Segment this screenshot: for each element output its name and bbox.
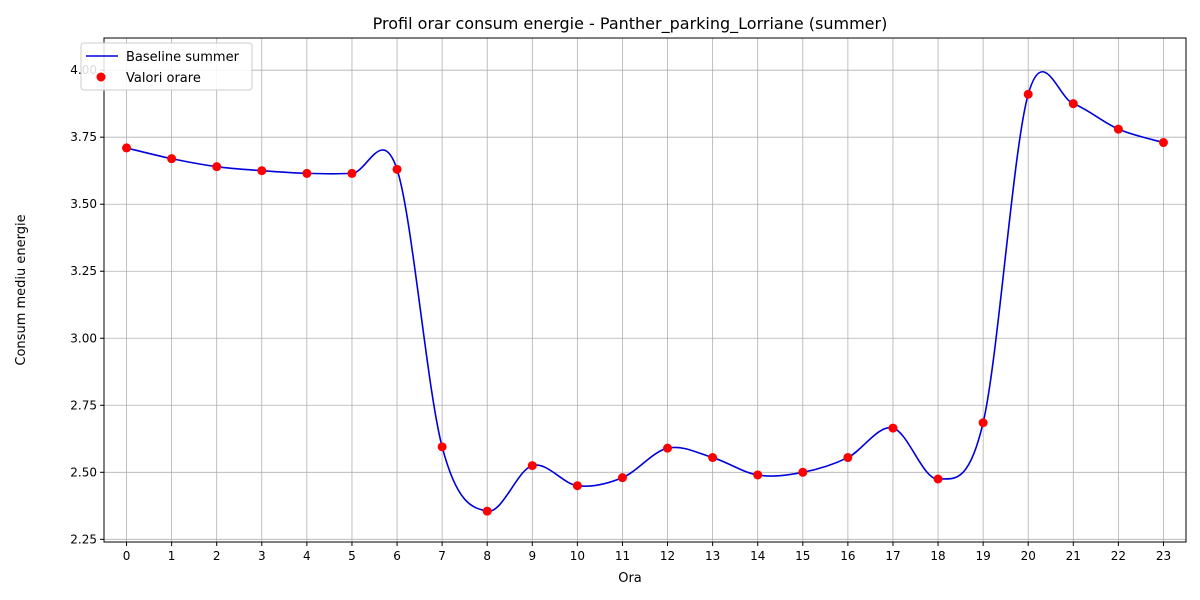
data-point bbox=[572, 481, 582, 491]
data-point bbox=[1113, 124, 1123, 134]
data-point bbox=[347, 168, 357, 178]
legend-label-baseline: Baseline summer bbox=[126, 50, 240, 65]
x-tick-label: 0 bbox=[123, 549, 131, 563]
x-tick-label: 2 bbox=[213, 549, 221, 563]
legend-label-points: Valori orare bbox=[126, 71, 201, 86]
data-point bbox=[663, 443, 673, 453]
data-point bbox=[482, 506, 492, 516]
y-axis-title: Consum mediu energie bbox=[14, 214, 29, 365]
data-point bbox=[302, 168, 312, 178]
x-tick-label: 16 bbox=[840, 549, 855, 563]
data-point bbox=[888, 423, 898, 433]
x-tick-label: 17 bbox=[885, 549, 900, 563]
x-tick-label: 10 bbox=[570, 549, 585, 563]
x-tick-label: 21 bbox=[1066, 549, 1081, 563]
x-tick-label: 4 bbox=[303, 549, 311, 563]
data-point bbox=[798, 467, 808, 477]
data-point bbox=[843, 453, 853, 463]
data-point bbox=[1023, 89, 1033, 99]
x-tick-label: 3 bbox=[258, 549, 266, 563]
x-tick-label: 20 bbox=[1021, 549, 1036, 563]
x-tick-label: 1 bbox=[168, 549, 176, 563]
data-point bbox=[1068, 99, 1078, 109]
data-point bbox=[1158, 138, 1168, 148]
x-tick-label: 13 bbox=[705, 549, 720, 563]
data-point bbox=[753, 470, 763, 480]
x-tick-label: 23 bbox=[1156, 549, 1171, 563]
y-tick-label: 2.25 bbox=[70, 532, 97, 546]
x-tick-label: 15 bbox=[795, 549, 810, 563]
data-point bbox=[167, 154, 177, 164]
x-tick-label: 5 bbox=[348, 549, 356, 563]
series-line-baseline-summer bbox=[126, 71, 1164, 512]
x-tick-label: 22 bbox=[1111, 549, 1126, 563]
data-point bbox=[708, 453, 718, 463]
grid bbox=[104, 38, 1186, 542]
data-point bbox=[617, 473, 627, 483]
series-points-layer bbox=[122, 89, 1168, 516]
data-point bbox=[527, 461, 537, 471]
data-point bbox=[257, 166, 267, 176]
y-tick-label: 3.75 bbox=[70, 130, 97, 144]
y-tick-label: 2.75 bbox=[70, 398, 97, 412]
x-tick-label: 18 bbox=[930, 549, 945, 563]
x-tick-label: 8 bbox=[483, 549, 491, 563]
chart-title: Profil orar consum energie - Panther_par… bbox=[373, 14, 888, 34]
x-tick-label: 11 bbox=[615, 549, 630, 563]
x-tick-label: 7 bbox=[438, 549, 446, 563]
y-tick-label: 3.00 bbox=[70, 331, 97, 345]
plot-frame bbox=[103, 37, 1187, 543]
x-tick-label: 14 bbox=[750, 549, 765, 563]
legend: Baseline summer Valori orare bbox=[80, 42, 253, 91]
data-point bbox=[122, 143, 132, 153]
series-line-layer bbox=[126, 71, 1164, 512]
legend-box bbox=[80, 42, 253, 91]
x-tick-label: 6 bbox=[393, 549, 401, 563]
data-point bbox=[212, 162, 222, 172]
data-point bbox=[437, 442, 447, 452]
data-point bbox=[392, 164, 402, 174]
x-tick-label: 19 bbox=[975, 549, 990, 563]
x-axis: 0 1 2 3 4 5 6 7 8 9 10 11 12 13 14 15 16 17 18 19 20 21 22 23 bbox=[123, 542, 1171, 563]
y-tick-label: 3.25 bbox=[70, 264, 97, 278]
legend-point-marker bbox=[96, 72, 106, 82]
y-tick-label: 2.50 bbox=[70, 465, 97, 479]
data-point bbox=[978, 418, 988, 428]
x-axis-title: Ora bbox=[618, 571, 642, 586]
y-tick-label: 3.50 bbox=[70, 197, 97, 211]
x-tick-label: 12 bbox=[660, 549, 675, 563]
x-tick-label: 9 bbox=[528, 549, 536, 563]
data-point bbox=[933, 474, 943, 484]
